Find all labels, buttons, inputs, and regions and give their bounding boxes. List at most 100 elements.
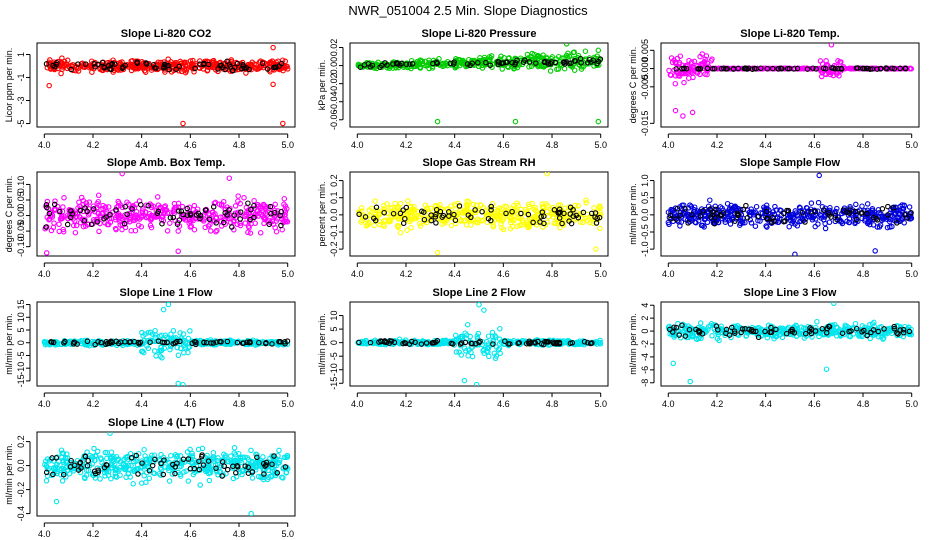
data-point [131,63,137,69]
data-point [252,212,258,218]
data-point [254,452,260,458]
data-point-reference [769,65,776,72]
data-point [405,198,411,204]
data-point [509,223,516,230]
data-point-reference [92,341,98,348]
data-point [441,340,447,347]
data-point [210,209,216,216]
y-tick-label: -5 [329,352,339,360]
x-tick-label: 4.2 [87,399,100,409]
data-point-reference [107,212,113,218]
plot-frame [660,301,920,387]
data-point-reference [525,211,532,218]
data-point [214,227,220,234]
data-point [506,214,513,221]
data-point [273,218,280,224]
data-point-reference [900,329,907,336]
data-point [826,219,833,225]
data-point [582,48,589,54]
data-point [802,216,808,222]
data-point [213,228,219,235]
data-point [740,220,746,226]
data-point [583,197,589,203]
data-point [867,335,873,342]
data-point-reference [775,66,781,72]
data-point [197,58,203,64]
data-point-reference [819,326,826,332]
data-point [395,204,402,210]
data-point [437,202,443,208]
data-point [847,333,854,340]
data-point [241,194,247,201]
data-point [596,205,602,212]
panel-title: Slope Line 2 Flow [433,287,526,299]
data-point-reference [224,338,231,345]
data-point [752,209,759,215]
data-point [847,203,853,210]
data-point [44,473,51,479]
data-point [281,201,287,208]
data-point [262,205,269,212]
y-tick-label: -8 [640,379,650,387]
data-point-reference [421,209,427,215]
data-point-reference [667,212,674,219]
data-point-reference [810,65,816,71]
data-point-reference [597,56,604,62]
data-point [156,348,162,354]
data-point [670,360,676,367]
data-point [408,217,414,224]
data-point [482,344,489,351]
data-point [128,227,134,234]
data-point-reference [267,203,274,210]
data-point-reference [412,339,418,346]
data-point-reference [224,58,230,65]
data-point [162,332,169,339]
data-point [248,447,254,454]
y-tick-label: -0.10 [16,236,26,257]
data-point [59,208,66,215]
data-point [896,214,902,221]
data-point-reference [526,338,533,344]
data-point-reference [568,60,574,66]
x-tick-label: 5.0 [905,269,918,279]
data-point [180,120,186,127]
data-point [138,224,145,230]
data-point-reference [75,61,81,67]
data-point [748,206,754,212]
y-tick-label: 1.0 [640,174,650,187]
data-point-reference [906,328,913,335]
data-point-reference [832,212,839,218]
data-point-reference [742,326,748,332]
data-point-reference [594,60,600,67]
data-point [276,447,282,454]
data-point-reference [64,221,71,228]
data-point [168,452,174,459]
data-point [763,223,769,229]
data-point [539,201,546,207]
y-axis-label: ml/min per min. [628,183,638,245]
data-point [191,69,197,75]
data-point [908,66,915,72]
data-point [527,216,533,223]
data-point [80,64,86,70]
data-point-reference [138,201,144,208]
data-point-reference [277,339,284,345]
data-point [187,328,193,334]
data-point [245,229,251,236]
data-point-reference [567,211,574,217]
data-point-reference [50,339,57,346]
data-point-reference [468,340,474,347]
data-point [702,56,708,62]
data-point-reference [201,339,207,346]
data-point [715,329,722,335]
y-axis-label: Licor ppm per min. [4,48,14,123]
data-point [404,227,410,233]
data-point-reference [743,65,749,72]
plot-frame [36,431,296,517]
data-point-reference [278,222,284,229]
data-point-reference [584,59,591,66]
data-point [191,202,198,209]
data-point-reference [259,60,266,66]
data-point-reference [237,209,244,215]
